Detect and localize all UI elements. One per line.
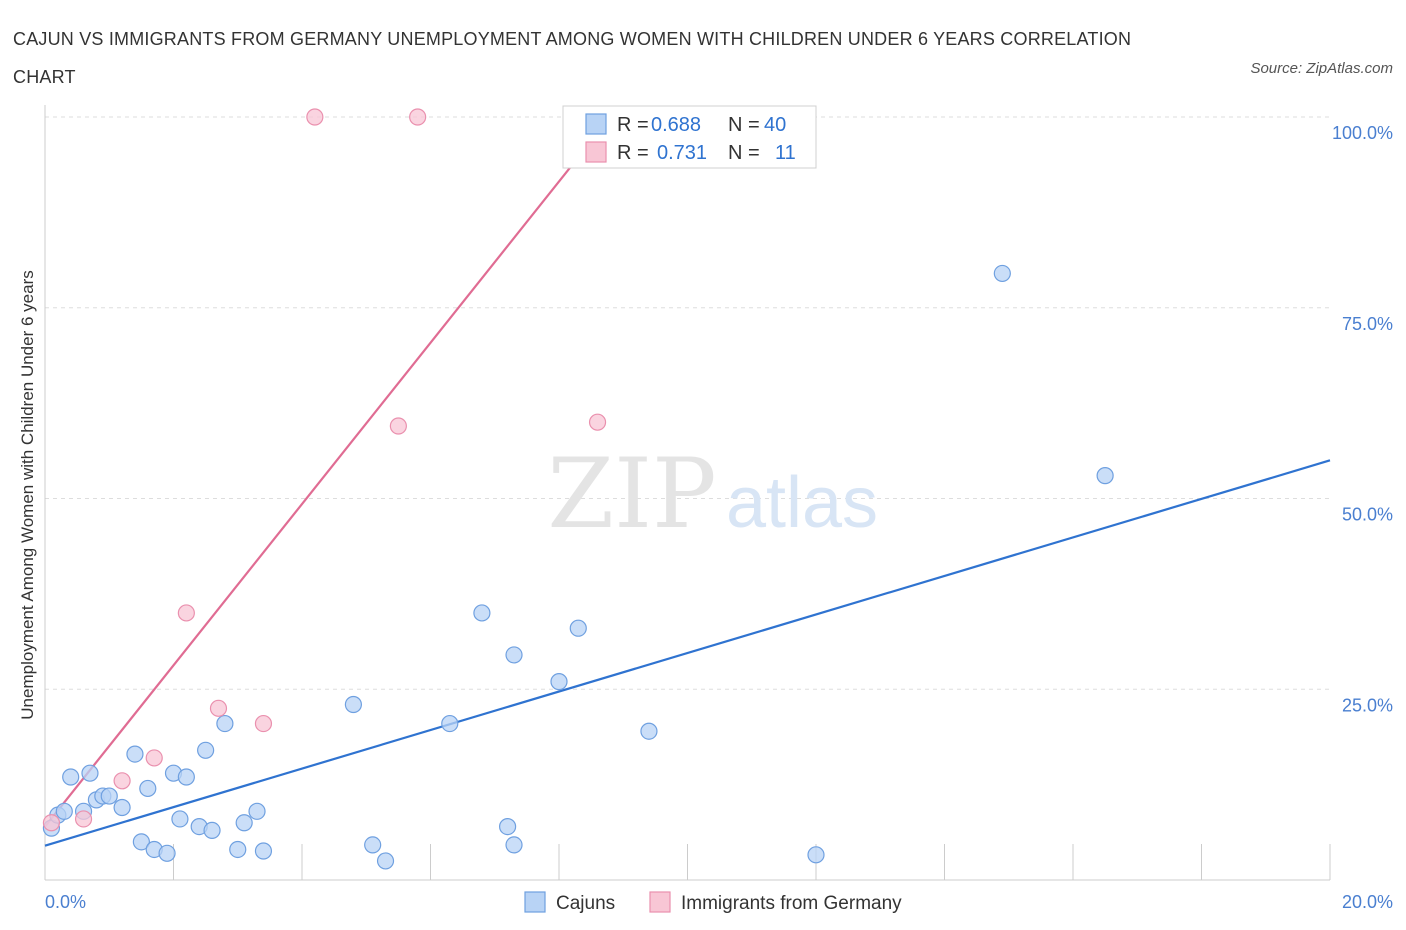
cajun-point: [81, 764, 99, 782]
bottom-legend: Cajuns Immigrants from Germany: [524, 891, 902, 914]
legend-swatch-cajuns: [585, 113, 607, 135]
bottom-legend-label-cajuns: Cajuns: [556, 893, 615, 914]
cajun-point: [126, 745, 144, 763]
cajun-trend-line: [44, 459, 1331, 847]
cajun-point: [376, 852, 395, 870]
legend-r-value-germany: 0.731: [657, 142, 707, 164]
cajun-point: [550, 673, 568, 691]
cajun-point: [216, 714, 234, 733]
cajun-point: [62, 768, 80, 786]
y-tick-label: 50.0%: [1342, 505, 1393, 525]
germany-trend-line: [44, 116, 612, 828]
legend-r-label-cajuns: R =: [617, 114, 649, 136]
germany-point: [588, 413, 607, 431]
cajun-point: [1096, 467, 1114, 485]
germany-point: [389, 417, 407, 435]
cajun-point: [505, 836, 523, 854]
y-tick-label: 25.0%: [1342, 695, 1393, 715]
legend-r-label-germany: R =: [617, 142, 649, 164]
cajun-point: [473, 604, 491, 622]
legend-r-value-cajuns: 0.688: [651, 114, 701, 136]
germany-point: [74, 810, 93, 828]
cajun-point: [499, 817, 517, 836]
cajun-point: [807, 846, 825, 864]
cajun-point: [171, 810, 189, 828]
germany-point: [254, 714, 273, 733]
trend-lines: [44, 116, 1331, 847]
cajun-point: [229, 840, 247, 859]
cajun-point: [235, 814, 253, 832]
cajun-point: [254, 842, 273, 860]
bottom-legend-label-germany: Immigrants from Germany: [681, 893, 902, 914]
legend-n-value-cajuns: 40: [764, 114, 786, 136]
bottom-legend-swatch-germany: [649, 891, 671, 913]
watermark-atlas: atlas: [726, 463, 878, 543]
cajun-point: [993, 264, 1011, 283]
x-tick-label: 20.0%: [1342, 892, 1393, 912]
cajun-point: [505, 646, 523, 664]
legend-n-value-germany: 11: [775, 142, 796, 164]
cajun-point: [55, 802, 73, 820]
x-tick-label: 0.0%: [45, 892, 86, 912]
bottom-legend-swatch-cajuns: [524, 891, 546, 913]
cajun-point: [344, 695, 362, 714]
germany-point: [209, 699, 228, 717]
cajun-point: [203, 821, 221, 840]
watermark-zip: ZIP: [547, 438, 716, 550]
cajun-point: [640, 722, 658, 740]
germany-point: [42, 814, 61, 832]
germany-point: [306, 108, 324, 126]
chart-title: CAJUN VS IMMIGRANTS FROM GERMANY UNEMPLO…: [13, 29, 1132, 87]
cajun-point: [132, 833, 150, 851]
tick-labels: 100.0% 75.0% 50.0% 25.0% 0.0% 20.0%: [45, 123, 1393, 912]
y-tick-label: 75.0%: [1342, 314, 1393, 334]
germany-point: [177, 604, 195, 622]
legend-n-label-cajuns: N =: [728, 114, 760, 136]
cajun-point: [177, 768, 195, 786]
germany-point: [409, 108, 427, 126]
cajun-point: [364, 836, 382, 854]
watermark: ZIP atlas: [547, 438, 878, 550]
cajun-point: [248, 802, 266, 820]
cajun-point: [197, 741, 215, 759]
data-points: [42, 108, 1114, 870]
source-label: Source: ZipAtlas.com: [1250, 60, 1393, 77]
cajun-point: [139, 779, 157, 798]
cajun-point: [441, 714, 459, 733]
cajun-point: [158, 844, 176, 862]
grid-lines: [45, 116, 1330, 690]
germany-point: [113, 772, 131, 790]
y-axis-label: Unemployment Among Women with Children U…: [18, 270, 37, 719]
cajun-point: [113, 798, 131, 817]
cajun-point: [569, 619, 587, 637]
legend-swatch-germany: [585, 141, 607, 163]
legend-n-label-germany: N =: [728, 142, 760, 164]
legend-box: R = 0.688 N = 40 R = 0.731 N = 11: [562, 105, 817, 169]
germany-point: [145, 749, 163, 767]
y-tick-label: 100.0%: [1332, 123, 1393, 143]
cajun-point: [100, 787, 118, 805]
